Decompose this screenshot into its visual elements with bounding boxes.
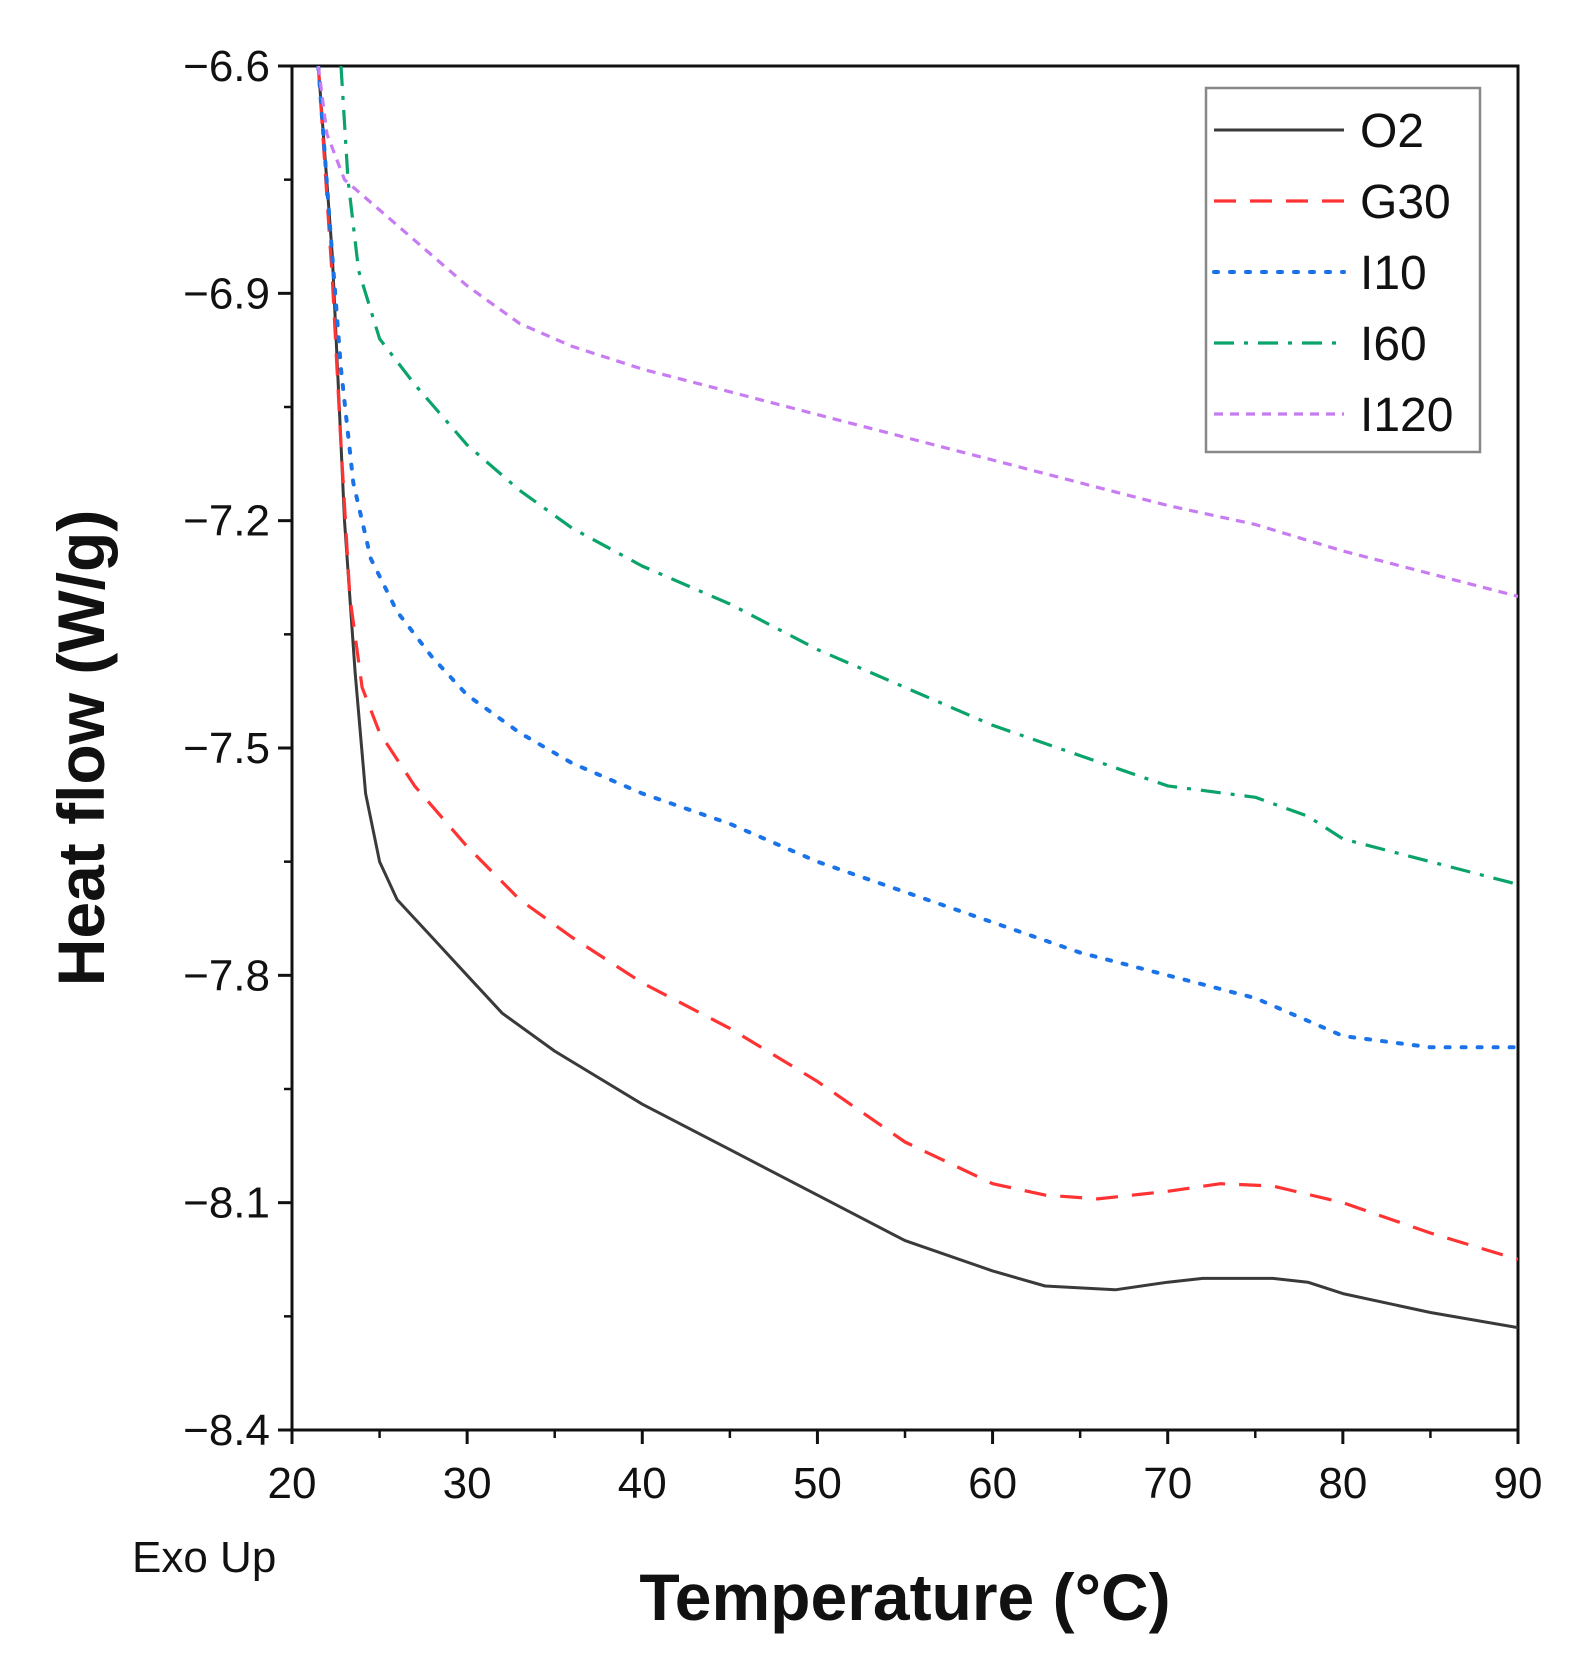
legend-label: O2 [1360,105,1424,158]
x-tick-label: 60 [968,1459,1017,1508]
x-axis-title: Temperature (°C) [639,1560,1170,1634]
series-line-i10 [316,66,1518,1050]
series-layer [316,66,1518,1330]
y-tick-label: −8.1 [183,1179,270,1228]
legend-label: I10 [1360,247,1427,300]
legend-label: G30 [1360,176,1451,229]
series-line-i120 [316,66,1518,598]
x-tick-label: 80 [1318,1459,1367,1508]
legend-label: I60 [1360,318,1427,371]
series-line-i60 [339,66,1518,886]
series-line-o2 [316,66,1518,1330]
x-tick-label: 30 [443,1459,492,1508]
y-tick-label: −7.2 [183,497,270,546]
legend: O2 G30 I10 I60 I120 [1204,86,1482,454]
x-axis-ticks: 20 30 40 50 60 70 80 90 [268,1430,1543,1508]
y-tick-label: −6.9 [183,269,270,318]
x-tick-label: 40 [618,1459,667,1508]
y-tick-label: −6.6 [183,42,270,91]
x-tick-label: 50 [793,1459,842,1508]
x-tick-label: 90 [1494,1459,1543,1508]
y-axis-ticks: −6.6 −6.9 −7.2 −7.5 −7.8 −8.1 −8.4 [183,42,292,1455]
x-tick-label: 70 [1143,1459,1192,1508]
y-axis-title: Heat flow (W/g) [44,510,118,987]
legend-label: I120 [1360,389,1453,442]
y-tick-label: −7.5 [183,724,270,773]
x-tick-label: 20 [268,1459,317,1508]
exo-up-note: Exo Up [132,1533,276,1582]
y-tick-label: −8.4 [183,1406,270,1455]
y-tick-label: −7.8 [183,951,270,1000]
series-line-g30 [316,66,1518,1262]
